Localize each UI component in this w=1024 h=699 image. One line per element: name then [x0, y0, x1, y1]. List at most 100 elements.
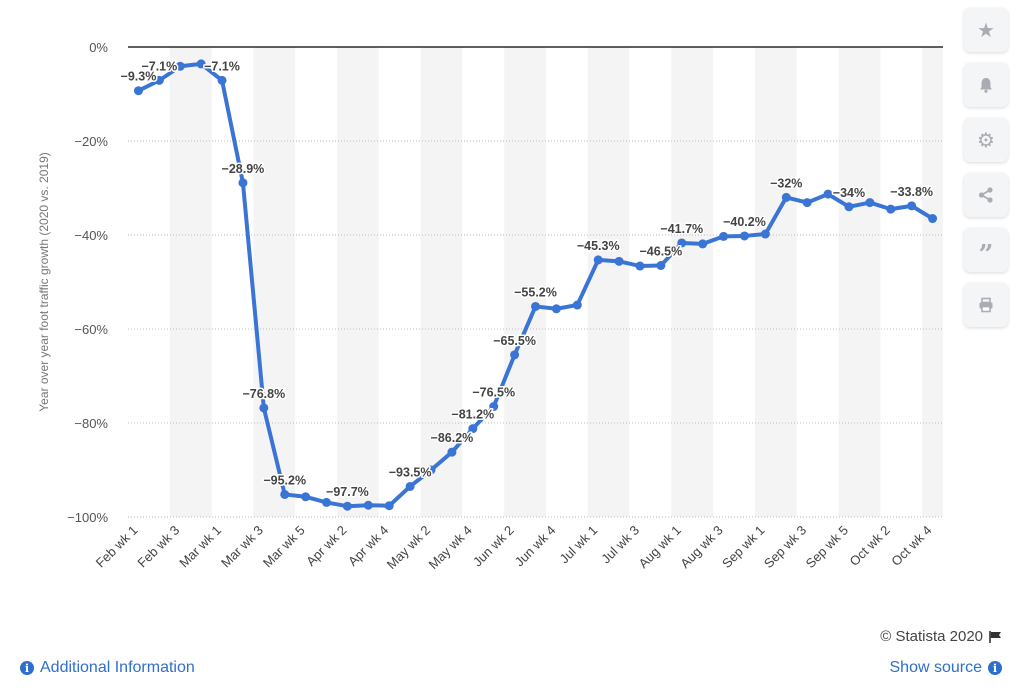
data-label-halo: −46.5% [640, 245, 683, 259]
background-band [169, 47, 212, 517]
data-point [217, 75, 227, 85]
data-point [551, 304, 561, 314]
show-source-link[interactable]: Show source i [890, 659, 1002, 677]
data-label: −41.7% [660, 222, 703, 236]
background-band [838, 47, 881, 517]
x-tick-label: Feb wk 1 [93, 523, 141, 571]
data-point [322, 497, 332, 507]
data-point [154, 75, 164, 85]
data-point [802, 198, 812, 208]
data-label: −28.9% [222, 162, 265, 176]
print-button[interactable] [964, 283, 1008, 327]
data-label-halo: −34% [833, 186, 865, 200]
data-label: −81.2% [451, 408, 494, 422]
data-label: −76.8% [242, 387, 285, 401]
data-label-halo: −32% [770, 176, 802, 190]
background-band [587, 47, 630, 517]
data-label: −65.5% [493, 334, 536, 348]
y-tick-label: 0% [89, 40, 108, 55]
x-tick-label: Feb wk 3 [134, 523, 182, 571]
data-point [698, 239, 708, 249]
data-label-halo: −40.2% [723, 215, 766, 229]
data-label-halo: −76.8% [242, 387, 285, 401]
data-label-halo: −81.2% [451, 408, 494, 422]
favorite-button[interactable]: ★ [964, 8, 1008, 52]
data-label-halo: −55.2% [514, 285, 557, 299]
background-band [922, 47, 943, 517]
data-point [760, 229, 770, 239]
background-band [420, 47, 463, 517]
x-tick-label: Sep wk 3 [761, 523, 809, 571]
data-label: −7.1% [204, 59, 240, 73]
data-point [426, 465, 436, 475]
cite-button[interactable]: ” [964, 228, 1008, 272]
data-point [342, 501, 352, 511]
x-tick-label: Oct wk 4 [888, 523, 934, 569]
data-point [133, 86, 143, 96]
settings-button[interactable]: ⚙ [964, 118, 1008, 162]
data-label: −46.5% [640, 245, 683, 259]
data-label-halo: −97.7% [326, 485, 369, 499]
bell-icon [980, 78, 992, 93]
y-tick-label: −20% [74, 134, 108, 149]
data-point [865, 198, 875, 208]
data-label-halo: −41.7% [660, 222, 703, 236]
x-tick-label: Mar wk 3 [218, 523, 266, 571]
data-point [677, 238, 687, 248]
data-label-halo: −7.1% [204, 59, 240, 73]
x-tick-label: Jun wk 4 [512, 523, 559, 570]
data-label: −55.2% [514, 285, 557, 299]
share-icon [978, 187, 993, 203]
data-label-halo: −65.5% [493, 334, 536, 348]
data-point [447, 447, 457, 457]
data-label: −34% [833, 186, 865, 200]
data-label-halo: −86.2% [431, 431, 474, 445]
notification-button[interactable] [964, 63, 1008, 107]
statista-credit[interactable]: © Statista 2020 [880, 628, 1002, 645]
data-point [384, 501, 394, 511]
data-label: −32% [770, 176, 802, 190]
print-icon [979, 297, 993, 313]
share-button[interactable] [964, 173, 1008, 217]
x-tick-label: Oct wk 2 [847, 523, 893, 569]
info-icon: i [20, 661, 34, 675]
data-point [531, 301, 540, 311]
data-label-halo: −28.9% [222, 162, 265, 176]
data-label: −45.3% [577, 239, 620, 253]
data-label-halo: −93.5% [389, 465, 432, 479]
star-icon: ★ [977, 19, 995, 42]
chart-toolbar: ★ ⚙ ” [964, 8, 1010, 327]
flag-icon [989, 630, 1001, 643]
x-tick-label: Jun wk 2 [470, 523, 517, 570]
data-point [739, 231, 749, 241]
x-tick-label: May wk 4 [425, 523, 474, 572]
data-label: −9.3% [121, 70, 157, 84]
x-tick-label: Aug wk 3 [677, 523, 725, 571]
data-point [823, 189, 833, 199]
background-band [336, 47, 379, 517]
data-point [301, 492, 311, 502]
background-band [754, 47, 797, 517]
data-point [844, 202, 854, 212]
gear-icon: ⚙ [977, 129, 995, 152]
data-label: −33.8% [890, 185, 933, 199]
data-label-halo: −76.5% [472, 386, 515, 400]
data-label: −86.2% [431, 431, 474, 445]
y-tick-label: −80% [74, 416, 108, 431]
data-label-halo: −9.3% [121, 70, 157, 84]
quote-icon: ” [978, 240, 994, 270]
x-tick-label: Sep wk 5 [803, 523, 851, 571]
data-label: −76.5% [472, 386, 515, 400]
additional-information-link[interactable]: i Additional Information [20, 659, 195, 677]
data-label: −93.5% [389, 465, 432, 479]
data-point [656, 261, 666, 271]
data-point [593, 255, 603, 265]
data-label: −40.2% [723, 215, 766, 229]
y-axis-label: Year over year foot traffic growth (2020… [37, 152, 51, 411]
credit-text: © Statista 2020 [880, 628, 983, 645]
data-point [489, 402, 499, 412]
info-icon: i [988, 661, 1002, 675]
data-point [614, 256, 624, 266]
data-point [238, 178, 248, 188]
